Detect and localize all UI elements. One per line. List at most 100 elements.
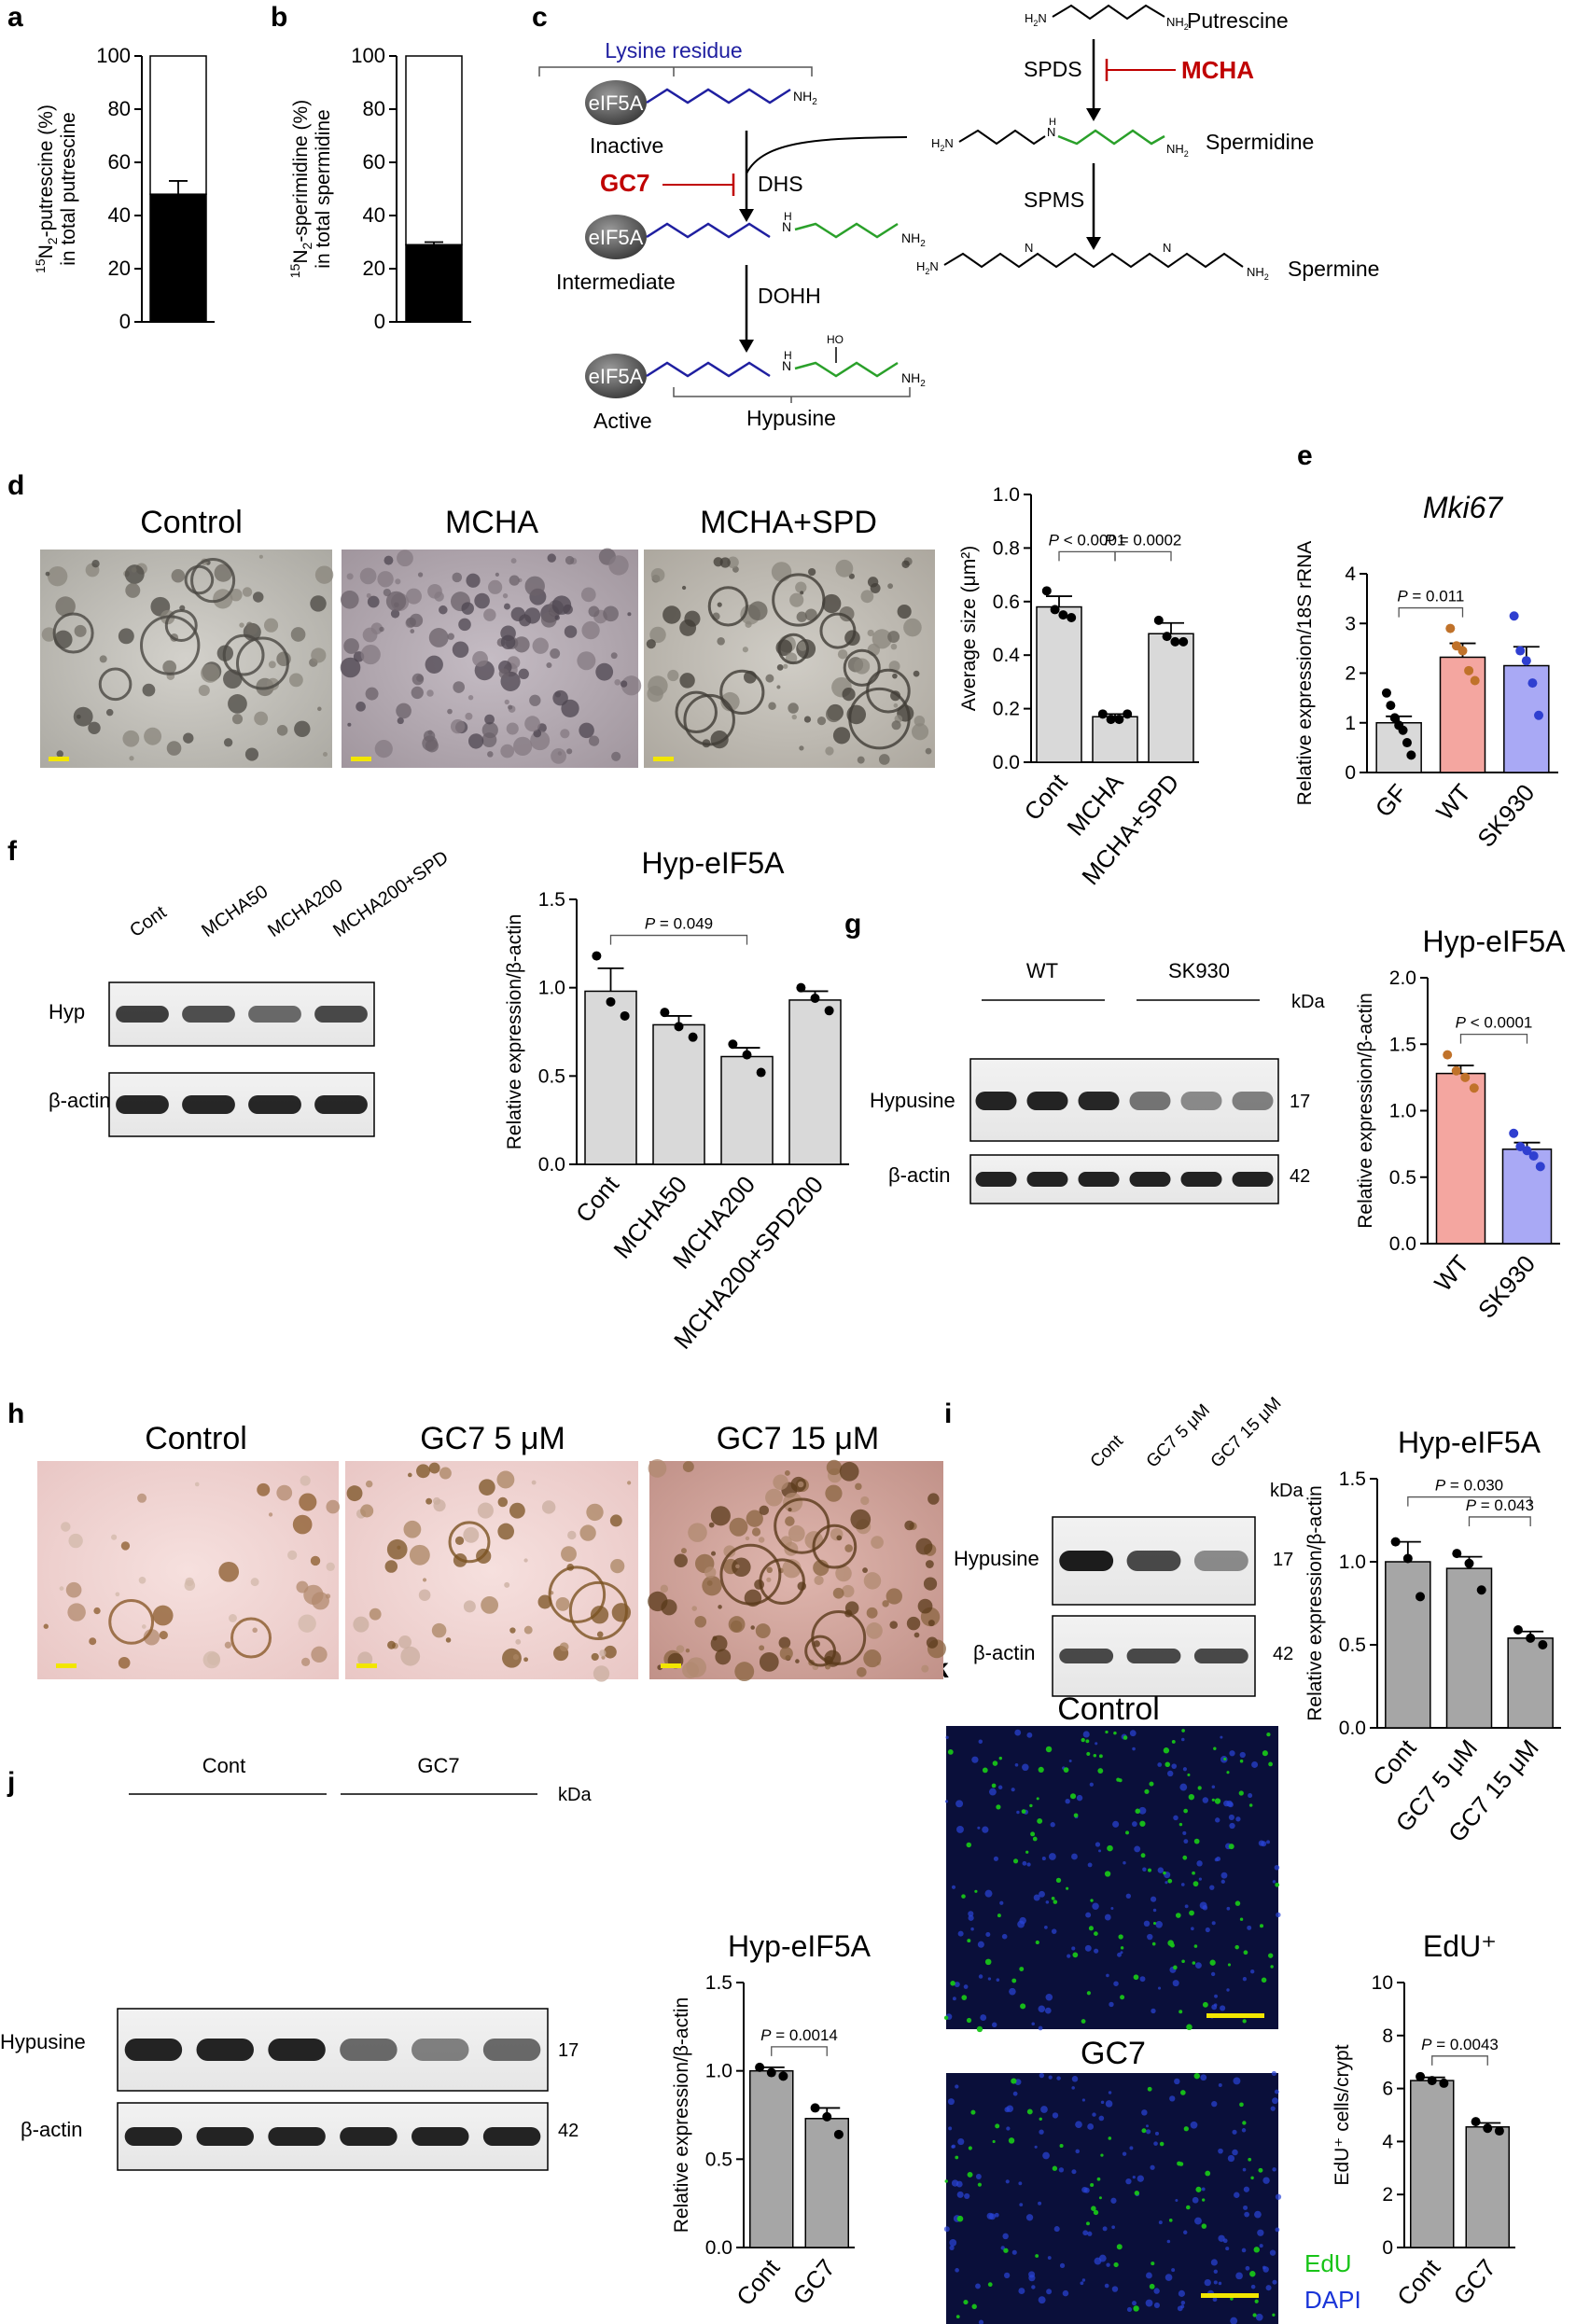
y-tick-label-b-1: 20	[363, 257, 385, 280]
dapi-nucleus	[1158, 2220, 1163, 2225]
cell-cluster	[779, 1647, 793, 1661]
dapi-nucleus	[1098, 2254, 1107, 2262]
blot-band	[1059, 1649, 1114, 1663]
panel-label-e: e	[1297, 440, 1313, 471]
spermidine-chain-right	[1057, 129, 1165, 146]
cell-cluster	[300, 1475, 311, 1486]
dapi-nucleus	[1075, 2149, 1081, 2154]
cell-cluster	[550, 647, 561, 659]
dapi-nucleus	[948, 2126, 953, 2131]
cell-cluster	[509, 1502, 525, 1519]
edu-positive-cell	[1159, 2141, 1165, 2147]
y-tick-label-b-2: 40	[363, 203, 385, 227]
cell-cluster	[586, 1503, 604, 1522]
cell-cluster	[301, 1657, 311, 1666]
dapi-nucleus	[1143, 1920, 1151, 1927]
data-point-k-1-0	[1471, 2117, 1481, 2127]
data-point-i-2-2	[1538, 1640, 1548, 1649]
dapi-nucleus	[1145, 2299, 1153, 2307]
data-point-g-0-3	[1469, 1083, 1479, 1093]
dapi-nucleus	[1082, 2230, 1089, 2236]
fluorescence-gc7-k	[943, 2070, 1282, 2324]
edu-positive-cell	[1188, 1793, 1195, 1801]
cell-cluster	[735, 1564, 740, 1569]
cell-cluster	[519, 614, 532, 627]
dapi-nucleus	[947, 2098, 955, 2106]
p-italic: P	[760, 2026, 772, 2044]
dapi-nucleus	[1100, 2100, 1105, 2105]
scale-bar-d2	[351, 757, 371, 761]
cell-cluster	[400, 1646, 421, 1666]
dapi-nucleus	[1048, 2075, 1053, 2080]
cell-cluster	[347, 722, 352, 727]
y-tick-label-j-0: 0.0	[705, 2237, 732, 2259]
cell-cluster	[310, 595, 327, 612]
edu-positive-cell	[1093, 2209, 1099, 2216]
p-italic: P	[1435, 1477, 1446, 1495]
dapi-nucleus	[1209, 1885, 1215, 1890]
blot-band	[268, 2127, 326, 2146]
blot-j-kda-label: kDa	[558, 1785, 592, 1805]
cell-cluster	[776, 685, 781, 689]
edu-positive-cell	[1151, 1941, 1156, 1946]
cell-cluster	[458, 618, 471, 632]
dapi-nucleus	[1153, 2288, 1160, 2294]
y-tick-label-j-1: 0.5	[705, 2149, 732, 2170]
cell-cluster	[68, 1533, 83, 1549]
cell-cluster	[466, 573, 481, 588]
scale-bar-h1	[56, 1663, 77, 1668]
dapi-nucleus	[1150, 2164, 1155, 2170]
dapi-nucleus	[1266, 1840, 1270, 1844]
blot-g-row-actin: β-actin	[888, 1163, 950, 1187]
cell-cluster	[878, 754, 890, 765]
cell-cluster	[765, 1488, 783, 1507]
cell-cluster	[416, 1464, 430, 1479]
chart-title-j: Hyp-eIF5A	[728, 1929, 872, 1963]
dapi-nucleus	[1272, 2279, 1277, 2285]
dapi-nucleus	[1272, 2097, 1278, 2105]
edu-positive-cell	[1097, 1768, 1104, 1774]
dapi-nucleus	[1194, 2217, 1202, 2225]
dapi-nucleus	[993, 1856, 999, 1861]
dapi-nucleus	[1065, 1799, 1070, 1804]
dapi-nucleus	[1274, 2089, 1279, 2094]
dapi-nucleus	[1155, 1920, 1163, 1928]
cell-cluster	[296, 1580, 309, 1593]
cell-cluster	[923, 1577, 938, 1591]
bar-d-2	[1148, 633, 1194, 763]
dapi-nucleus	[1166, 2239, 1171, 2244]
y-tick-label-b-3: 60	[363, 150, 385, 174]
cell-cluster	[797, 1481, 804, 1488]
x-tick-label-g-0: WT	[1429, 1249, 1474, 1296]
edu-positive-cell	[1008, 2137, 1015, 2144]
data-point-d-0-3	[1067, 613, 1077, 623]
cell-cluster	[422, 1578, 427, 1582]
dapi-nucleus	[1022, 1763, 1029, 1772]
cell-cluster	[836, 1535, 843, 1541]
edu-positive-cell	[1035, 2254, 1039, 2258]
blot-f-lane-mcha50: MCHA50	[198, 882, 272, 942]
data-point-d-2-1	[1162, 632, 1172, 642]
cell-cluster	[386, 1538, 408, 1560]
data-point-j-1-1	[822, 2111, 832, 2122]
dapi-nucleus	[1232, 2149, 1238, 2156]
dapi-nucleus	[1272, 1880, 1276, 1884]
cell-cluster	[513, 636, 530, 653]
data-point-g-1-2	[1522, 1146, 1532, 1156]
cell-cluster	[897, 604, 912, 619]
spds-label: SPDS	[1024, 57, 1082, 81]
dapi-nucleus	[975, 2174, 982, 2179]
cell-cluster	[314, 565, 334, 584]
cell-cluster	[340, 590, 359, 609]
cell-cluster	[718, 1605, 722, 1609]
panel-label-i: i	[944, 1399, 952, 1429]
cell-cluster	[788, 703, 799, 714]
cell-cluster	[610, 652, 618, 660]
edu-positive-cell	[963, 2300, 969, 2305]
dapi-nucleus	[1046, 2289, 1053, 2295]
cell-cluster	[292, 1514, 313, 1535]
cell-cluster	[903, 618, 922, 637]
dapi-nucleus	[991, 2022, 997, 2027]
blot-band	[1193, 1551, 1248, 1571]
dapi-nucleus	[1146, 2129, 1151, 2135]
